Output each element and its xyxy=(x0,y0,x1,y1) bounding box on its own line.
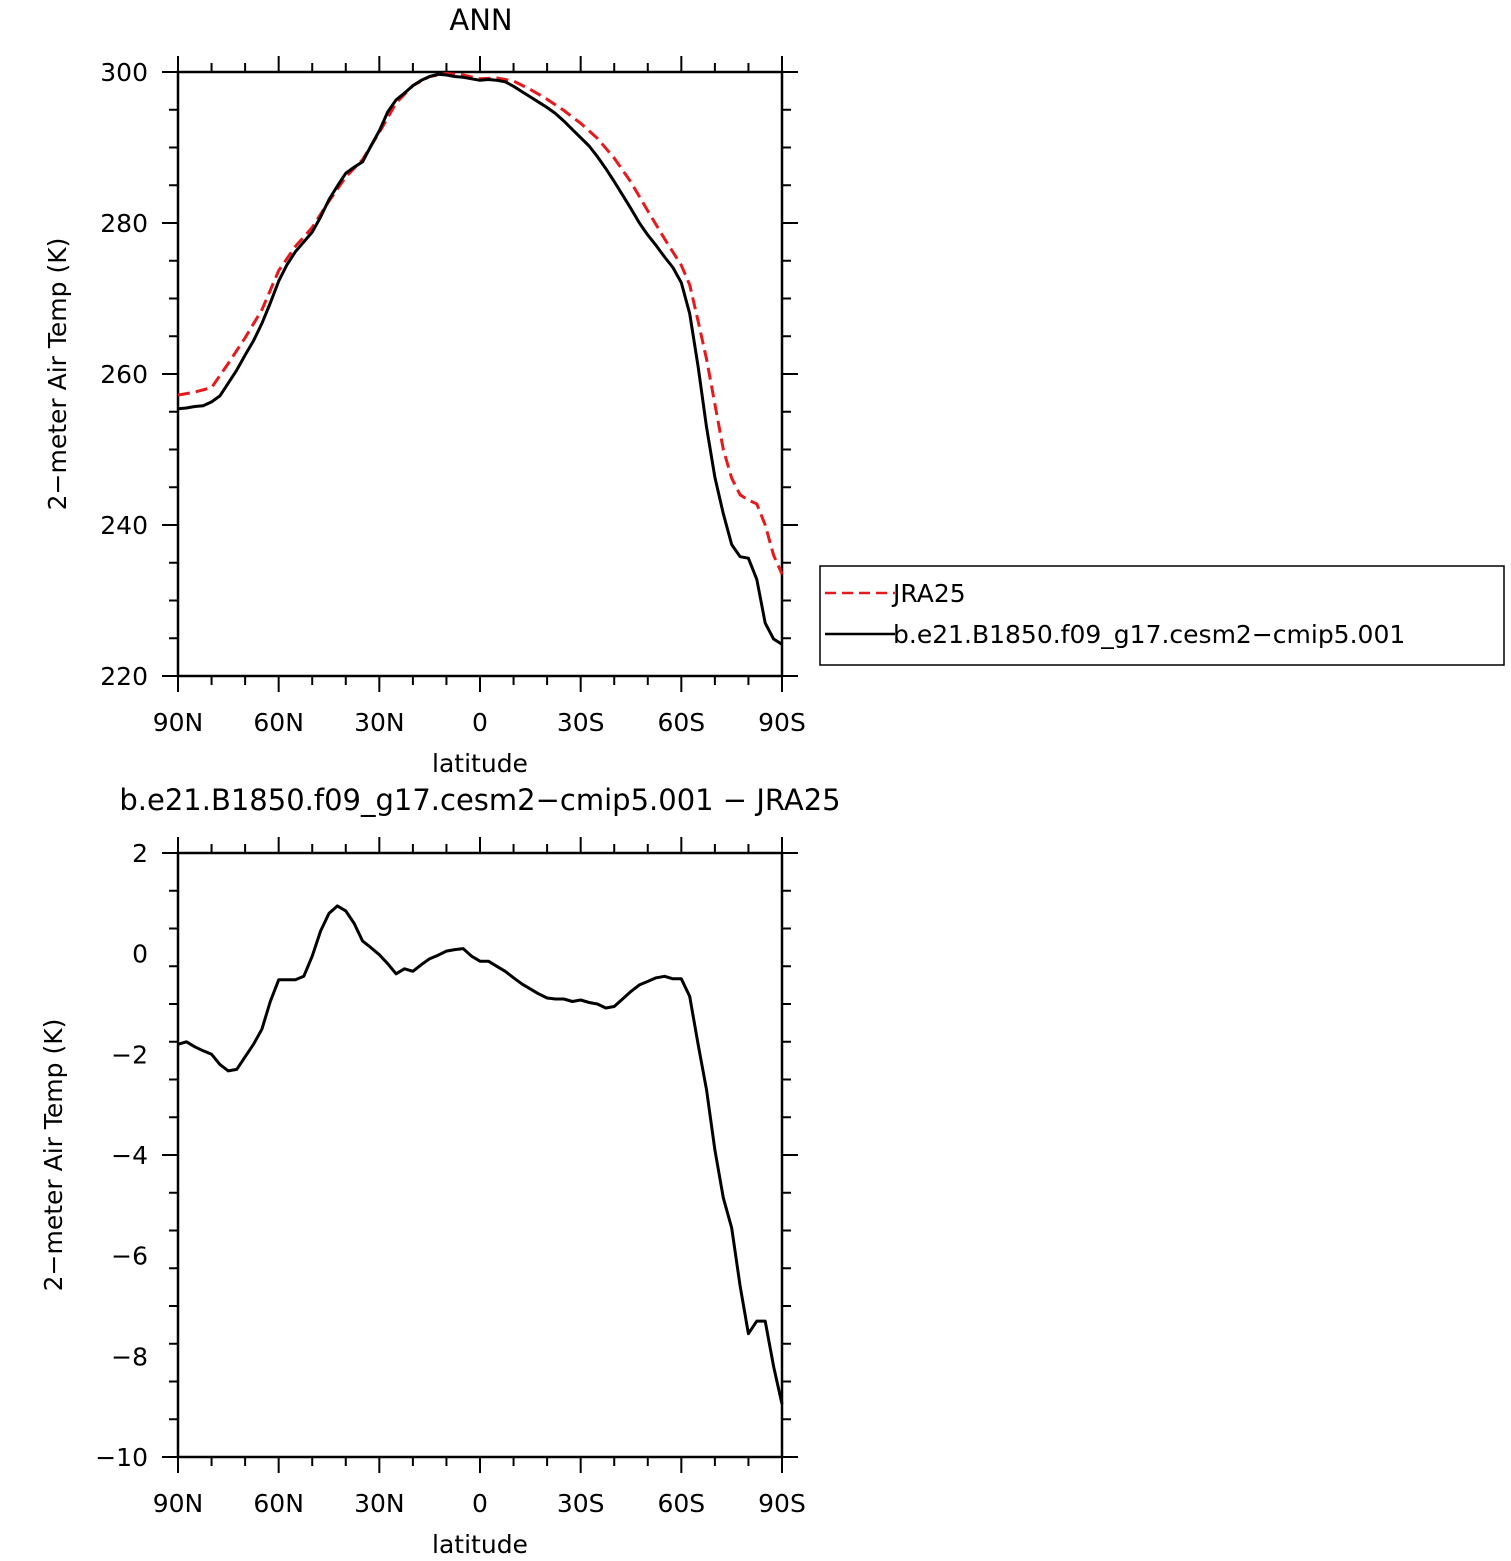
panel-title: b.e21.B1850.f09_g17.cesm2−cmip5.001 − JR… xyxy=(119,783,840,817)
difference-panel: b.e21.B1850.f09_g17.cesm2−cmip5.001 − JR… xyxy=(39,783,841,1559)
y-tick-label: 300 xyxy=(100,58,148,87)
plot-frame xyxy=(176,851,784,1459)
x-tick-label: 90N xyxy=(153,1489,204,1518)
difference-line xyxy=(177,904,784,1405)
x-tick-label: 60S xyxy=(657,708,705,737)
x-tick-label: 90N xyxy=(153,708,204,737)
y-tick-label: −10 xyxy=(95,1443,148,1472)
y-tick-label: 280 xyxy=(100,209,148,238)
y-axis: 220 240 260 280 300 xyxy=(100,58,798,691)
x-axis: 90N 60N 30N 0 30S 60S 90S xyxy=(153,56,806,737)
y-tick-label: −2 xyxy=(111,1040,148,1069)
panel-title: ANN xyxy=(449,3,512,37)
x-tick-label: 60N xyxy=(253,708,304,737)
y-tick-label: 240 xyxy=(100,511,148,540)
x-tick-label: 60N xyxy=(253,1489,304,1518)
series-line-cesm2 xyxy=(177,72,783,646)
x-tick-label: 30S xyxy=(557,708,605,737)
x-tick-label: 30S xyxy=(557,1489,605,1518)
y-axis: −10 −8 −6 −4 −2 0 2 xyxy=(95,839,798,1472)
y-axis-label: 2−meter Air Temp (K) xyxy=(39,1019,68,1292)
mean-temperature-panel: ANN 90N 60N 30N 0 30S 60S 90S 220240260280300 … xyxy=(43,3,806,778)
x-axis-label: latitude xyxy=(432,749,528,778)
y-tick-label: 220 xyxy=(100,662,148,691)
x-tick-label: 0 xyxy=(472,1489,488,1518)
y-tick-label: −8 xyxy=(111,1342,148,1371)
plot-frame xyxy=(176,70,784,678)
x-tick-label: 60S xyxy=(657,1489,705,1518)
y-tick-label: −4 xyxy=(111,1141,148,1170)
y-tick-label: 2 xyxy=(132,839,148,868)
y-tick-label: 0 xyxy=(132,940,148,969)
legend-box xyxy=(819,565,1505,666)
y-tick-label: −6 xyxy=(111,1242,148,1271)
legend: JRA25 b.e21.B1850.f09_g17.cesm2−cmip5.00… xyxy=(819,565,1505,666)
axes-frame xyxy=(176,851,784,1459)
x-tick-label: 90S xyxy=(758,708,806,737)
x-axis-label: latitude xyxy=(432,1530,528,1559)
x-axis: 90N 60N 30N 0 30S 60S 90S xyxy=(153,837,806,1518)
x-tick-label: 90S xyxy=(758,1489,806,1518)
legend-label-cesm2: b.e21.B1850.f09_g17.cesm2−cmip5.001 xyxy=(893,620,1405,649)
series-group xyxy=(177,72,784,646)
series-group xyxy=(177,904,784,1405)
y-tick-label: 260 xyxy=(100,360,148,389)
legend-label-jra25: JRA25 xyxy=(891,579,966,608)
x-tick-label: 30N xyxy=(354,708,405,737)
series-line-jra25 xyxy=(177,72,784,575)
x-tick-label: 30N xyxy=(354,1489,405,1518)
axes-frame xyxy=(176,70,784,678)
x-tick-label: 0 xyxy=(472,708,488,737)
y-axis-label: 2−meter Air Temp (K) xyxy=(43,238,72,511)
